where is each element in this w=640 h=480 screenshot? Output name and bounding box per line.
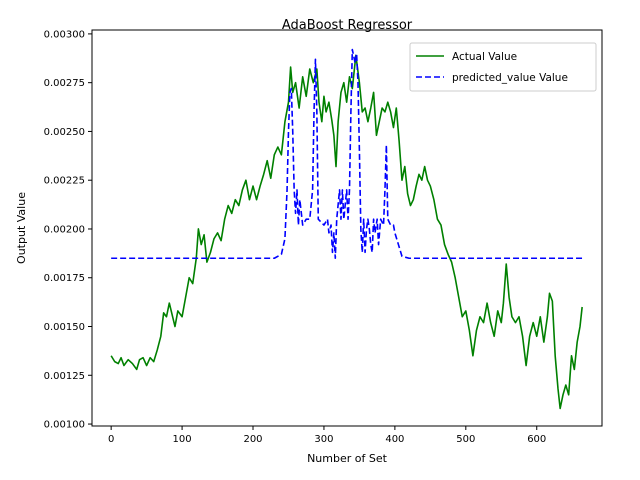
legend-label-predicted: predicted_value Value	[452, 72, 568, 84]
series-layer	[110, 48, 583, 410]
x-axis: 0 100 200 300 400 500 600	[108, 426, 546, 445]
legend: Actual Value predicted_value Value	[409, 42, 597, 92]
x-tick-label: 500	[456, 434, 475, 445]
x-tick-label: 400	[385, 434, 404, 445]
x-tick-label: 600	[527, 434, 546, 445]
x-tick-label: 300	[314, 434, 333, 445]
y-tick-label: 0.00125	[44, 371, 85, 382]
x-tick-label: 200	[243, 434, 262, 445]
y-tick-label: 0.00200	[44, 224, 85, 235]
y-tick-label: 0.00250	[44, 127, 85, 138]
y-tick-label: 0.00225	[44, 176, 85, 187]
y-axis: 0.00100 0.00125 0.00150 0.00175 0.00200 0.002…	[44, 29, 92, 431]
y-tick-label: 0.00300	[44, 29, 85, 40]
legend-box	[409, 42, 597, 92]
x-axis-label: Number of Set	[307, 452, 388, 465]
y-axis-label: Output Value	[15, 192, 28, 264]
y-tick-label: 0.00275	[44, 78, 85, 89]
legend-label-actual: Actual Value	[452, 51, 517, 63]
x-tick-label: 100	[173, 434, 192, 445]
y-tick-label: 0.00100	[44, 420, 85, 431]
plot-area-frame	[91, 29, 603, 427]
series-line-predicted	[111, 48, 583, 260]
chart-title: AdaBoost Regressor	[282, 18, 413, 33]
y-tick-label: 0.00175	[44, 273, 85, 284]
x-tick-label: 0	[108, 434, 114, 445]
y-tick-label: 0.00150	[44, 322, 85, 333]
